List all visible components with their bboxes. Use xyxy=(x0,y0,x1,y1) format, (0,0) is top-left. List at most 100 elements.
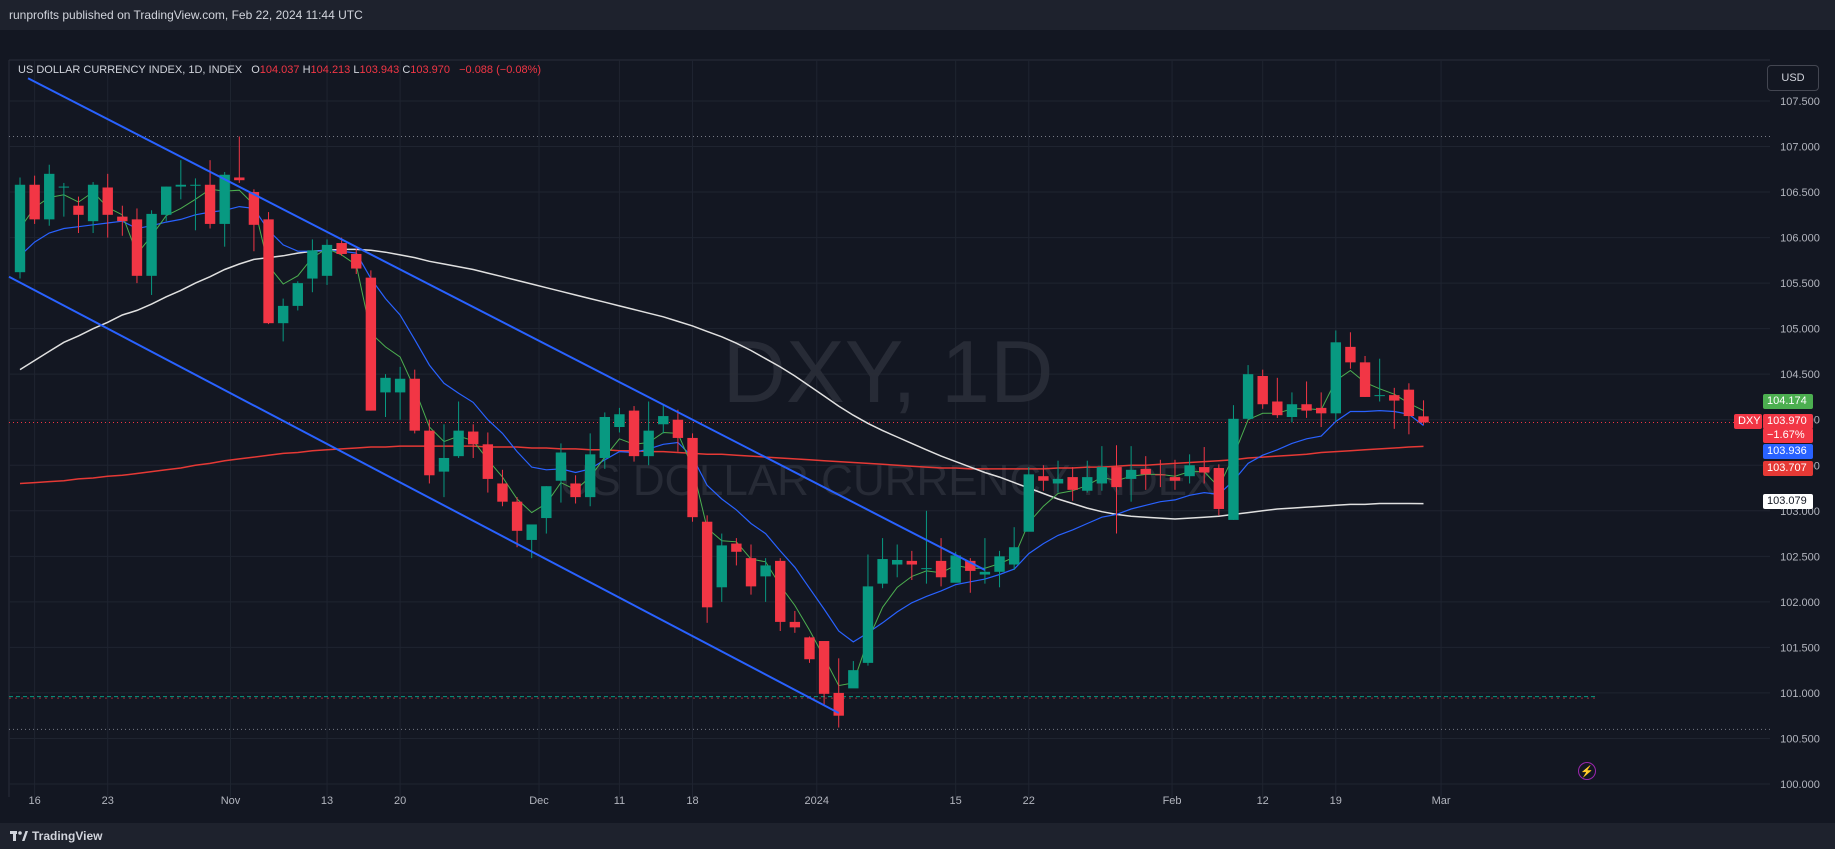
y-tick-label: 105.000 xyxy=(1780,324,1820,336)
candle xyxy=(716,533,727,602)
currency-button[interactable]: USD xyxy=(1767,65,1819,91)
change-value: −0.088 (−0.08%) xyxy=(459,64,542,76)
candle xyxy=(892,544,903,578)
high-label: H xyxy=(302,64,311,76)
candle-body xyxy=(614,414,625,428)
candle xyxy=(1169,459,1181,490)
upper-channel xyxy=(27,77,986,571)
candle xyxy=(1213,464,1225,516)
candle-body xyxy=(906,560,918,565)
candle-body xyxy=(1418,416,1429,423)
tradingview-logo[interactable]: TradingView xyxy=(10,823,102,849)
price-label-ema-mid: 103.936 xyxy=(1763,444,1813,459)
candle-body xyxy=(1389,395,1400,401)
candle xyxy=(526,524,537,559)
candle-body xyxy=(1315,407,1327,414)
price-chart[interactable]: DXY, 1D US DOLLAR CURRENCY INDEX 100.000… xyxy=(0,30,1835,823)
candle xyxy=(1184,454,1195,484)
candle xyxy=(482,432,494,493)
candle xyxy=(1052,460,1064,493)
candle-body xyxy=(73,205,84,215)
candle xyxy=(380,374,391,417)
candle-body xyxy=(44,173,55,220)
y-tick-label: 105.500 xyxy=(1780,278,1820,290)
candle-body xyxy=(1213,467,1225,509)
candle xyxy=(1272,377,1283,418)
price-label-last: 103.970 xyxy=(1763,414,1813,429)
candle-body xyxy=(994,556,1005,572)
candle xyxy=(409,369,420,434)
candle xyxy=(877,538,888,589)
candle xyxy=(351,248,362,275)
candle-body xyxy=(672,419,684,438)
candle-body xyxy=(965,560,976,571)
candle-body xyxy=(1184,465,1195,477)
candle-body xyxy=(438,457,450,472)
candle xyxy=(628,406,640,462)
candle xyxy=(468,424,479,458)
candle xyxy=(906,550,918,581)
candle xyxy=(87,182,99,234)
candle-body xyxy=(716,545,727,588)
candle-body xyxy=(643,430,654,457)
time-axis[interactable]: 16 23 Nov 13 20 Dec 11 18 2024 15 22 Feb 12 19 Mar xyxy=(28,795,1450,807)
candle-body xyxy=(1403,389,1415,417)
candle xyxy=(131,208,143,284)
candle-body xyxy=(1272,401,1283,416)
candle-body xyxy=(321,244,333,276)
candle-body xyxy=(1228,418,1239,520)
candle-body xyxy=(979,571,991,575)
candle-body xyxy=(87,184,99,222)
candle-body xyxy=(380,377,391,393)
footer-bar: TradingView xyxy=(0,823,1835,849)
x-tick-label: 13 xyxy=(321,795,333,807)
candle-body xyxy=(1052,478,1064,484)
ma-100-line xyxy=(19,248,1424,520)
x-tick-label: Nov xyxy=(221,795,241,807)
candle xyxy=(599,412,610,469)
candle xyxy=(584,433,596,507)
candle xyxy=(1228,405,1239,520)
close-label: C xyxy=(402,64,411,76)
candle xyxy=(321,239,333,285)
candle-body xyxy=(526,524,537,540)
candle-body xyxy=(1111,467,1122,488)
x-tick-label: Mar xyxy=(1432,795,1451,807)
candle-body xyxy=(628,410,640,457)
candle-body xyxy=(1242,374,1254,419)
candle xyxy=(950,551,961,583)
candle-body xyxy=(584,454,596,498)
candle xyxy=(731,538,742,566)
candle-body xyxy=(1359,362,1371,397)
candle-body xyxy=(336,243,347,254)
grid xyxy=(8,59,1770,797)
candle-body xyxy=(497,483,508,502)
candle xyxy=(336,237,347,256)
candle-body xyxy=(409,378,420,431)
lightning-icon[interactable]: ⚡ xyxy=(1578,762,1596,780)
candle xyxy=(292,281,303,311)
candle xyxy=(818,641,830,706)
price-label-tag: DXY xyxy=(1734,414,1762,429)
trend-lines[interactable] xyxy=(8,77,986,714)
watermark-symbol: DXY, 1D xyxy=(723,322,1054,421)
candle xyxy=(760,558,771,602)
candle xyxy=(789,610,801,633)
candle-body xyxy=(1023,474,1034,532)
candle xyxy=(29,175,40,224)
candle xyxy=(643,401,654,466)
candle-body xyxy=(745,558,757,587)
price-label-ma-100: 103.079 xyxy=(1763,494,1813,509)
x-tick-label: 15 xyxy=(950,795,962,807)
candle xyxy=(511,497,523,548)
candle xyxy=(1374,358,1385,402)
x-tick-label: Feb xyxy=(1163,795,1182,807)
candle-body xyxy=(1067,477,1078,490)
horizontal-lines xyxy=(9,135,1770,730)
candle-body xyxy=(1038,476,1049,481)
candle-body xyxy=(760,565,771,577)
candle-body xyxy=(731,543,742,552)
candle xyxy=(848,661,859,689)
candle xyxy=(1389,387,1400,429)
candle xyxy=(994,550,1005,588)
